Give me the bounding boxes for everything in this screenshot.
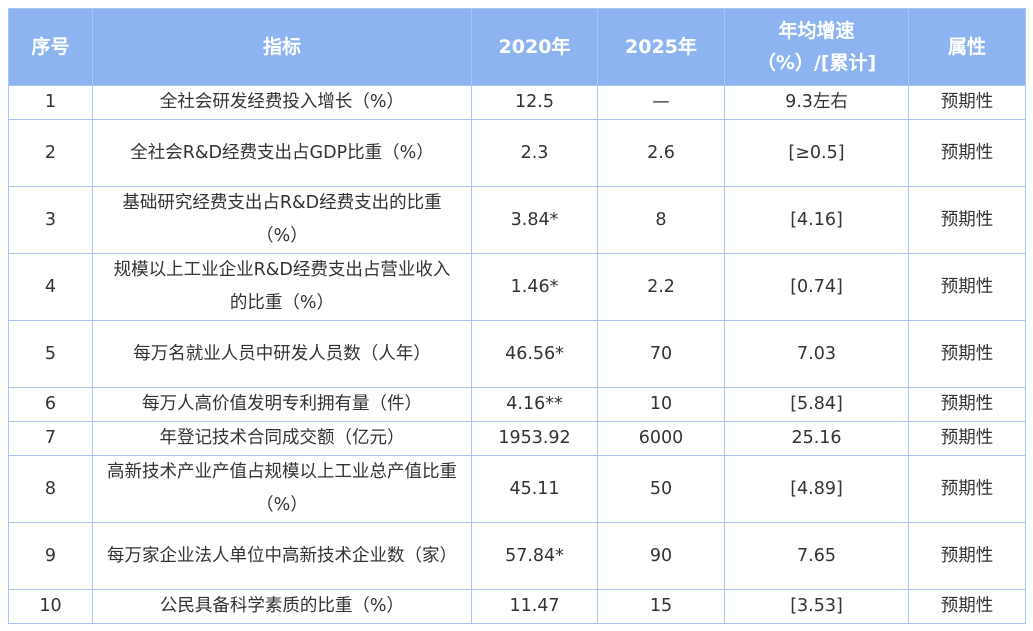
table-body: 1 全社会研发经费投入增长（%） 12.5 — 9.3左右 预期性 2 全社会R… — [8, 85, 1026, 624]
cell-2025: 15 — [597, 589, 725, 624]
table-row: 4 规模以上工业企业R&D经费支出占营业收入的比重（%） 1.46* 2.2 [… — [8, 253, 1026, 321]
cell-seq: 9 — [8, 522, 93, 590]
header-attribute: 属性 — [908, 8, 1026, 86]
cell-growth: [0.74] — [724, 253, 909, 321]
table-row: 10 公民具备科学素质的比重（%） 11.47 15 [3.53] 预期性 — [8, 589, 1026, 624]
header-growth-line1: 年均增速 — [778, 20, 855, 42]
cell-2020: 57.84* — [471, 522, 598, 590]
cell-seq: 1 — [8, 85, 93, 120]
cell-indicator: 规模以上工业企业R&D经费支出占营业收入的比重（%） — [92, 253, 472, 321]
cell-2025: 6000 — [597, 421, 725, 456]
cell-seq: 5 — [8, 320, 93, 388]
header-row: 序号 指标 2020年 2025年 年均增速 （%）/[累计] 属性 — [8, 8, 1026, 86]
cell-attribute: 预期性 — [908, 522, 1026, 590]
cell-growth: 7.03 — [724, 320, 909, 388]
cell-attribute: 预期性 — [908, 387, 1026, 422]
cell-seq: 3 — [8, 186, 93, 254]
cell-growth: 7.65 — [724, 522, 909, 590]
cell-2020: 1.46* — [471, 253, 598, 321]
cell-2020: 3.84* — [471, 186, 598, 254]
table-header: 序号 指标 2020年 2025年 年均增速 （%）/[累计] 属性 — [8, 8, 1026, 86]
table-row: 8 高新技术产业产值占规模以上工业总产值比重（%） 45.11 50 [4.89… — [8, 455, 1026, 523]
cell-growth: 25.16 — [724, 421, 909, 456]
cell-growth: [3.53] — [724, 589, 909, 624]
cell-seq: 2 — [8, 119, 93, 187]
table-row: 5 每万名就业人员中研发人员数（人年） 46.56* 70 7.03 预期性 — [8, 320, 1026, 388]
cell-seq: 4 — [8, 253, 93, 321]
cell-indicator: 公民具备科学素质的比重（%） — [92, 589, 472, 624]
cell-2025: 8 — [597, 186, 725, 254]
cell-attribute: 预期性 — [908, 455, 1026, 523]
header-2020: 2020年 — [471, 8, 598, 86]
cell-indicator: 每万人高价值发明专利拥有量（件） — [92, 387, 472, 422]
cell-growth: [≥0.5] — [724, 119, 909, 187]
table-row: 3 基础研究经费支出占R&D经费支出的比重（%） 3.84* 8 [4.16] … — [8, 186, 1026, 254]
cell-2025: 2.6 — [597, 119, 725, 187]
cell-indicator: 全社会研发经费投入增长（%） — [92, 85, 472, 120]
cell-attribute: 预期性 — [908, 119, 1026, 187]
cell-attribute: 预期性 — [908, 186, 1026, 254]
cell-indicator: 高新技术产业产值占规模以上工业总产值比重（%） — [92, 455, 472, 523]
table-row: 6 每万人高价值发明专利拥有量（件） 4.16** 10 [5.84] 预期性 — [8, 387, 1026, 422]
header-growth-line2: （%）/[累计] — [756, 52, 877, 74]
cell-2020: 1953.92 — [471, 421, 598, 456]
indicator-table: 序号 指标 2020年 2025年 年均增速 （%）/[累计] 属性 1 全社会… — [8, 8, 1026, 624]
cell-attribute: 预期性 — [908, 421, 1026, 456]
cell-2020: 2.3 — [471, 119, 598, 187]
cell-growth: [4.16] — [724, 186, 909, 254]
cell-2020: 46.56* — [471, 320, 598, 388]
cell-indicator: 每万家企业法人单位中高新技术企业数（家） — [92, 522, 472, 590]
cell-2025: 90 — [597, 522, 725, 590]
cell-2020: 4.16** — [471, 387, 598, 422]
cell-seq: 6 — [8, 387, 93, 422]
cell-seq: 8 — [8, 455, 93, 523]
cell-indicator: 年登记技术合同成交额（亿元） — [92, 421, 472, 456]
cell-attribute: 预期性 — [908, 85, 1026, 120]
cell-2020: 45.11 — [471, 455, 598, 523]
cell-seq: 7 — [8, 421, 93, 456]
cell-attribute: 预期性 — [908, 253, 1026, 321]
cell-indicator: 基础研究经费支出占R&D经费支出的比重（%） — [92, 186, 472, 254]
cell-2025: — — [597, 85, 725, 120]
header-2025: 2025年 — [597, 8, 725, 86]
cell-2020: 12.5 — [471, 85, 598, 120]
header-indicator: 指标 — [92, 8, 472, 86]
cell-indicator: 全社会R&D经费支出占GDP比重（%） — [92, 119, 472, 187]
cell-indicator: 每万名就业人员中研发人员数（人年） — [92, 320, 472, 388]
cell-2025: 50 — [597, 455, 725, 523]
table-row: 9 每万家企业法人单位中高新技术企业数（家） 57.84* 90 7.65 预期… — [8, 522, 1026, 590]
cell-attribute: 预期性 — [908, 589, 1026, 624]
cell-2025: 2.2 — [597, 253, 725, 321]
table-row: 7 年登记技术合同成交额（亿元） 1953.92 6000 25.16 预期性 — [8, 421, 1026, 456]
cell-2025: 70 — [597, 320, 725, 388]
cell-seq: 10 — [8, 589, 93, 624]
cell-growth: [5.84] — [724, 387, 909, 422]
cell-growth: 9.3左右 — [724, 85, 909, 120]
table-row: 2 全社会R&D经费支出占GDP比重（%） 2.3 2.6 [≥0.5] 预期性 — [8, 119, 1026, 187]
cell-2025: 10 — [597, 387, 725, 422]
header-growth: 年均增速 （%）/[累计] — [724, 8, 909, 86]
cell-growth: [4.89] — [724, 455, 909, 523]
cell-2020: 11.47 — [471, 589, 598, 624]
header-seq: 序号 — [8, 8, 93, 86]
table-row: 1 全社会研发经费投入增长（%） 12.5 — 9.3左右 预期性 — [8, 85, 1026, 120]
cell-attribute: 预期性 — [908, 320, 1026, 388]
